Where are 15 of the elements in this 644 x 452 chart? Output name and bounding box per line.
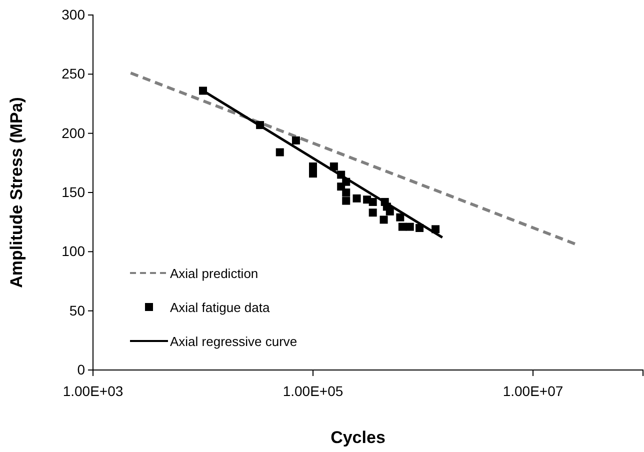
x-tick-label: 1.00E+03 xyxy=(62,382,124,399)
y-tick-label: 300 xyxy=(62,6,86,22)
y-tick-label: 100 xyxy=(62,243,86,260)
y-tick-label: 250 xyxy=(62,66,86,82)
y-tick-label: 0 xyxy=(77,361,86,378)
legend-label: Axial regressive curve xyxy=(170,334,298,349)
y-tick-label: 200 xyxy=(62,124,86,141)
x-tick-label: 1.00E+07 xyxy=(502,382,564,399)
legend-label: Axial prediction xyxy=(170,266,258,281)
y-axis-title: Amplitude Stress (MPa) xyxy=(7,97,26,288)
y-tick-label: 50 xyxy=(69,302,86,318)
legend-label: Axial fatigue data xyxy=(170,300,271,315)
x-axis-title: Cycles xyxy=(330,428,386,447)
x-tick-label: 1.00E+05 xyxy=(282,382,344,399)
y-tick-label: 150 xyxy=(62,184,86,200)
